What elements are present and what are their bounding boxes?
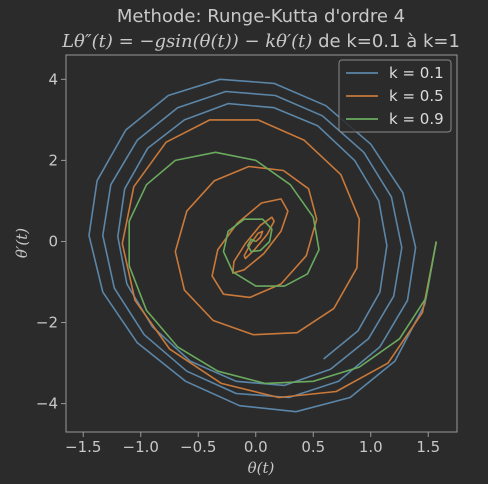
x-tick-label: −0.5 [180,438,216,456]
x-axis-label: θ(t) [248,459,275,477]
legend-label: k = 0.9 [389,110,444,128]
chart-title: Methode: Runge-Kutta d'ordre 4 [117,6,405,27]
chart-subtitle: Lθ″(t) = −gsin(θ(t)) − kθ′(t) de k=0.1 à… [61,31,460,52]
legend: k = 0.1 k = 0.5 k = 0.9 [338,59,452,133]
x-tick-label: −1.0 [123,438,159,456]
chart-subtitle-equation: Lθ″(t) = −gsin(θ(t)) − kθ′(t) [61,31,312,52]
series-line-2 [121,119,438,399]
x-tick-label: 1.5 [416,438,440,456]
x-axis-ticks: −1.5 −1.0 −0.5 0.0 0.5 1.0 1.5 [65,432,440,456]
legend-box [338,59,452,133]
legend-label: k = 0.1 [389,64,444,82]
series-line-3 [128,151,438,385]
legend-label: k = 0.5 [389,87,444,105]
x-tick-label: 1.0 [359,438,383,456]
series-layer [88,78,438,413]
series-line-1 [88,78,438,413]
y-tick-label: −2 [36,314,58,332]
chart-subtitle-range: de k=0.1 à k=1 [312,31,460,52]
x-tick-label: −1.5 [65,438,101,456]
x-tick-label: 0.5 [301,438,325,456]
y-tick-label: 2 [48,151,58,169]
y-tick-label: −4 [36,395,58,413]
y-tick-label: 0 [48,232,58,250]
plot-frame [65,54,458,433]
x-tick-label: 0.0 [244,438,268,456]
y-axis-ticks: −4 −2 0 2 4 [36,70,66,413]
y-axis-label: θ′(t) [13,228,31,258]
y-tick-label: 4 [48,70,58,88]
